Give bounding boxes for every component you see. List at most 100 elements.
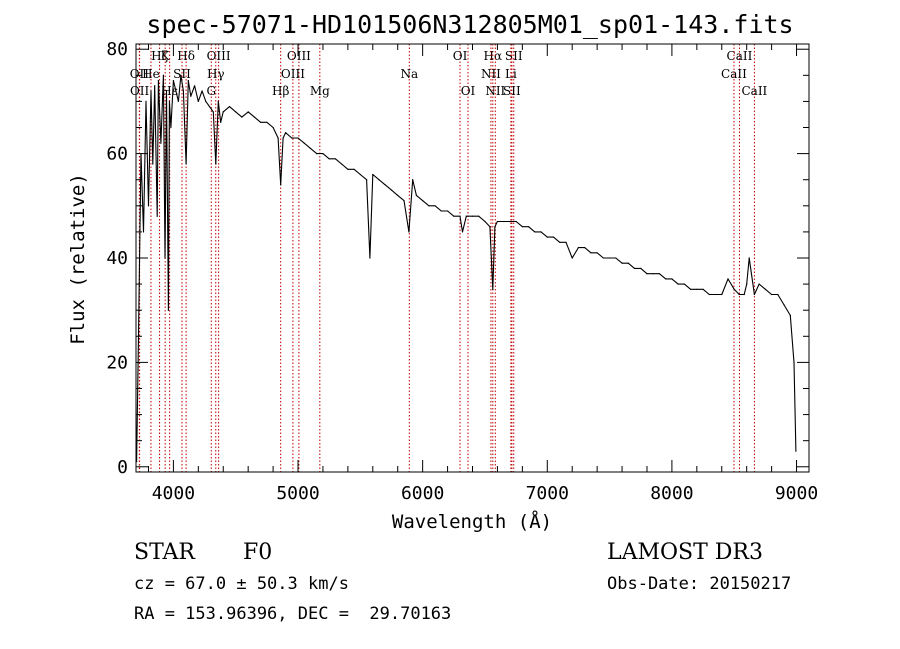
spectrum-point — [540, 231, 542, 233]
spectrum-point — [208, 106, 211, 108]
spectrum-point — [168, 100, 170, 102]
spectrum-series — [136, 74, 797, 463]
x-tick-label: 5000 — [276, 483, 319, 504]
spectrum-point — [187, 79, 189, 82]
spectrum-point — [552, 236, 555, 238]
spectrum-point — [602, 257, 605, 259]
spectrum-point — [145, 100, 147, 102]
spectrum-point — [341, 163, 343, 165]
spectrum-point — [182, 90, 184, 92]
spectrum-point — [683, 283, 686, 285]
spectrum-point — [150, 90, 152, 92]
spectrum-point — [546, 236, 548, 238]
spectrum-point — [415, 194, 417, 196]
spectrum-point — [172, 79, 174, 82]
spectrum-point — [397, 194, 399, 196]
spectral-line-label: Na — [400, 67, 418, 81]
spectral-line-label: OIII — [207, 49, 231, 63]
spectrum-point — [615, 257, 617, 259]
spectral-line-label: SII — [173, 67, 191, 81]
survey-name: LAMOST DR3 — [607, 540, 763, 565]
spectral-line-label: OII — [130, 84, 150, 98]
y-tick-label: 80 — [106, 39, 128, 60]
spectrum-point — [390, 189, 393, 191]
spectrum-point — [609, 257, 611, 259]
spectrum-point — [677, 283, 679, 285]
x-tick-label: 4000 — [152, 483, 195, 504]
spectrum-point — [793, 361, 795, 363]
spectrum-point — [658, 273, 661, 275]
spectrum-point — [702, 288, 704, 290]
spectrum-point — [235, 111, 237, 113]
spectrum-point — [721, 293, 723, 296]
axis-ticks: 4000 5000 6000 7000 8000 9000 0 20 40 60 80 — [106, 39, 818, 504]
spectrum-point — [190, 95, 192, 97]
spectrum-point — [571, 257, 573, 259]
chart-title: spec-57071-HD101506N312805M01_sp01-143.f… — [146, 10, 793, 39]
spectral-line-label: Hζ — [151, 49, 168, 63]
spectrum-point — [280, 184, 282, 186]
spectrum-point — [489, 226, 491, 228]
spectrum-point — [291, 137, 293, 139]
spectrum-point — [220, 121, 222, 123]
spectral-line-label: Hβ — [272, 84, 289, 98]
y-tick-label: 60 — [106, 144, 128, 165]
spectrum-point — [665, 278, 667, 280]
coordinates: RA = 153.96396, DEC = 29.70163 — [134, 604, 452, 624]
spectrum-point — [222, 111, 224, 113]
spectrum-point — [297, 137, 299, 139]
spectrum-point — [627, 262, 629, 264]
spectrum-point — [743, 293, 745, 296]
spectrum-point — [156, 215, 158, 217]
spectrum-point — [428, 205, 430, 207]
spectral-line-label: K — [161, 49, 171, 63]
spectrum-point — [247, 111, 249, 113]
spectrum-point — [253, 116, 255, 118]
spectrum-point — [652, 273, 654, 275]
spectrum-point — [303, 142, 305, 144]
spectrum-point — [503, 220, 505, 223]
spectrum-point — [147, 205, 150, 207]
spectrum-point — [577, 247, 580, 249]
spectrum-point — [596, 252, 598, 254]
spectrum-point — [783, 304, 785, 306]
spectrum-point — [492, 288, 494, 290]
spectrum-point — [403, 200, 405, 202]
y-tick-label: 0 — [117, 457, 128, 478]
spectrum-point — [215, 163, 217, 165]
redshift-velocity: cz = 67.0 ± 50.3 km/s — [134, 574, 349, 594]
spectrum-point — [440, 210, 442, 212]
spectral-line-label: CaII — [741, 84, 767, 98]
spectrum-point — [309, 147, 312, 149]
spectrum-point — [484, 220, 486, 223]
spectrum-point — [771, 293, 773, 296]
spectrum-point — [228, 106, 231, 108]
object-type: STAR — [134, 540, 195, 565]
spectrum-point — [633, 267, 636, 269]
spectrum-point — [671, 278, 673, 280]
spectral-line-label: CaII — [727, 49, 753, 63]
spectrum-point — [201, 90, 203, 92]
spectrum-point — [584, 247, 586, 249]
spectrum-point — [494, 226, 496, 228]
spectrum-point — [708, 293, 710, 296]
spectrum-point — [328, 158, 330, 160]
spectral-line-label: SII — [503, 84, 521, 98]
spectrum-point — [334, 158, 336, 160]
spectrum-point — [696, 288, 698, 290]
spectral-line-label: G — [206, 84, 216, 98]
spectrum-point — [353, 168, 355, 170]
spectral-line-label: Mg — [310, 84, 330, 98]
spectrum-point — [434, 205, 436, 207]
spectrum-point — [164, 257, 166, 259]
spectrum-line — [136, 74, 797, 462]
spectrum-point — [241, 116, 243, 118]
spectrum-point — [170, 126, 172, 129]
spectrum-point — [714, 293, 717, 296]
spectrum-point — [646, 273, 648, 275]
spectrum-point — [733, 288, 735, 290]
spectral-line-label: Hε — [161, 84, 178, 98]
spectral-line-label: He — [142, 67, 160, 81]
spectrum-point — [738, 293, 740, 296]
